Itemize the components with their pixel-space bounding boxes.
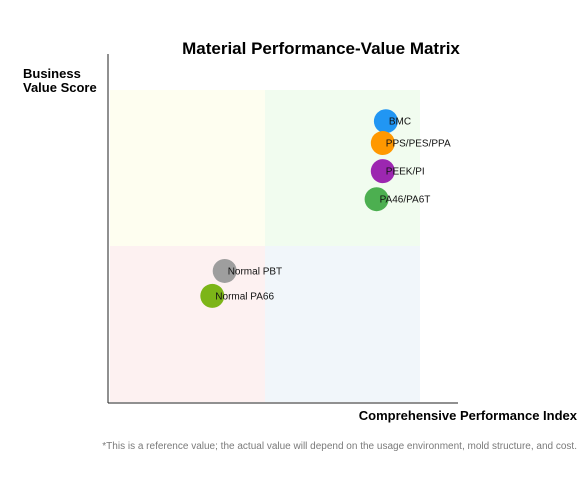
chart-title: Material Performance-Value Matrix [182,39,460,58]
data-point-marker [370,159,395,184]
data-point-label: PEEK/PI [386,167,425,178]
data-point-marker [373,109,398,134]
x-axis-title: Comprehensive Performance Index [359,408,578,423]
data-point-label: Normal PBT [228,266,282,277]
data-point-label: BMC [389,117,411,128]
quadrant-high-performance-low-value [265,246,420,402]
quadrant-low-performance-low-value [110,246,265,402]
data-points: BMC PPS/PES/PPA PEEK/PI PA46/PA6T Normal PBT… [200,109,451,308]
data-point-label: Normal PA66 [215,291,274,302]
y-axis-title-line-1: Business [23,66,81,81]
data-point-label: PPS/PES/PPA [386,139,451,150]
quadrant-low-performance-high-value [110,90,265,246]
y-axis-title-line-2: Value Score [23,80,97,95]
data-point-marker [370,131,395,156]
data-point-marker [212,258,237,283]
data-point-label: PA46/PA6T [380,195,431,206]
data-point-marker [200,283,225,308]
data-point-marker [364,187,389,212]
footnote: *This is a reference value; the actual v… [102,441,577,452]
